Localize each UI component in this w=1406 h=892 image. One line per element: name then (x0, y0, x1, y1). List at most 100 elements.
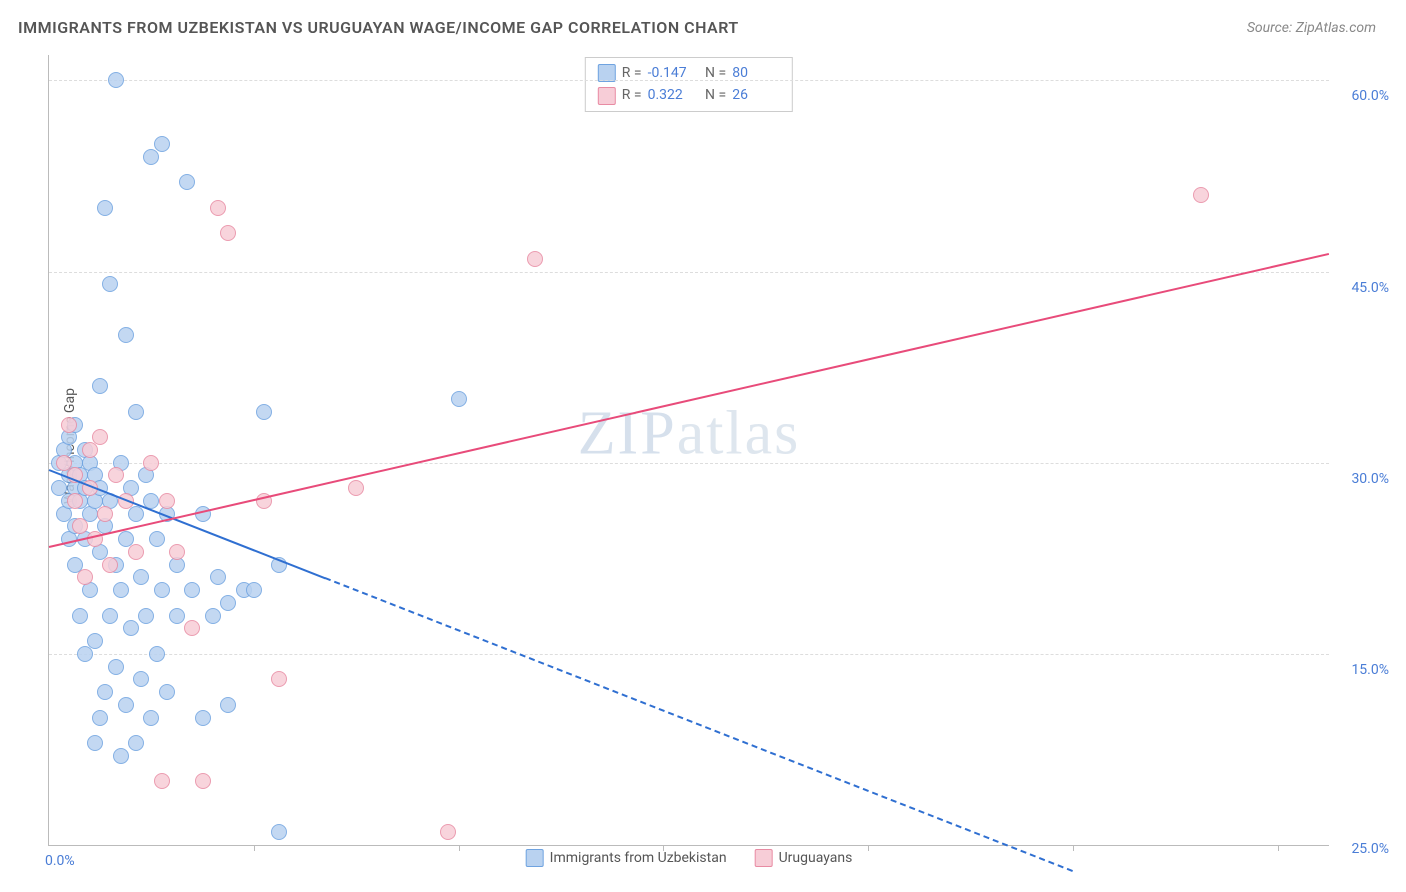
point-uruguayan (184, 620, 200, 636)
point-uzbekistan (210, 569, 226, 585)
point-uruguayan (92, 429, 108, 445)
point-uzbekistan (154, 136, 170, 152)
x-tick (868, 845, 869, 851)
point-uzbekistan (133, 671, 149, 687)
y-tick-label: 15.0% (1351, 662, 1389, 678)
point-uruguayan (348, 480, 364, 496)
correlation-legend: R =-0.147 N =80R =0.322 N =26 (585, 57, 793, 112)
legend-n-label: N = (702, 84, 727, 106)
chart-title: IMMIGRANTS FROM UZBEKISTAN VS URUGUAYAN … (18, 18, 739, 37)
point-uruguayan (72, 518, 88, 534)
point-uzbekistan (271, 824, 287, 840)
series-legend: Immigrants from Uzbekistan Uruguayans (526, 849, 853, 867)
chart-plot-area: ZIPatlas R =-0.147 N =80R =0.322 N =26 I… (48, 55, 1329, 846)
legend-swatch (598, 87, 616, 105)
source-attribution: Source: ZipAtlas.com (1247, 20, 1376, 36)
point-uzbekistan (102, 276, 118, 292)
watermark: ZIPatlas (578, 399, 801, 470)
legend-n-value: 26 (732, 84, 780, 106)
point-uruguayan (82, 442, 98, 458)
point-uzbekistan (159, 684, 175, 700)
legend-swatch (526, 849, 544, 867)
point-uruguayan (108, 467, 124, 483)
point-uzbekistan (108, 659, 124, 675)
point-uzbekistan (143, 149, 159, 165)
series-legend-label: Immigrants from Uzbekistan (550, 850, 727, 866)
point-uzbekistan (72, 608, 88, 624)
x-tick-origin: 0.0% (45, 853, 75, 869)
x-tick (663, 845, 664, 851)
point-uzbekistan (220, 595, 236, 611)
point-uzbekistan (149, 646, 165, 662)
point-uzbekistan (205, 608, 221, 624)
point-uzbekistan (195, 710, 211, 726)
point-uruguayan (271, 671, 287, 687)
point-uzbekistan (77, 646, 93, 662)
legend-r-value: 0.322 (648, 84, 696, 106)
point-uzbekistan (118, 697, 134, 713)
watermark-part1: ZIP (578, 400, 677, 468)
y-tick-label: 30.0% (1351, 471, 1389, 487)
x-tick (1278, 845, 1279, 851)
point-uzbekistan (451, 391, 467, 407)
point-uzbekistan (154, 582, 170, 598)
y-tick-label: 60.0% (1351, 88, 1389, 104)
point-uzbekistan (128, 506, 144, 522)
point-uruguayan (1193, 187, 1209, 203)
gridline-horizontal (49, 654, 1329, 655)
point-uruguayan (195, 773, 211, 789)
point-uzbekistan (149, 531, 165, 547)
x-tick (459, 845, 460, 851)
point-uzbekistan (108, 72, 124, 88)
point-uruguayan (97, 506, 113, 522)
point-uzbekistan (97, 200, 113, 216)
point-uzbekistan (102, 608, 118, 624)
point-uzbekistan (92, 710, 108, 726)
correlation-legend-row: R = 0.322 N =26 (598, 84, 780, 106)
point-uzbekistan (128, 735, 144, 751)
point-uzbekistan (92, 378, 108, 394)
point-uruguayan (527, 251, 543, 267)
trend-line (325, 578, 1073, 873)
point-uruguayan (154, 773, 170, 789)
point-uzbekistan (256, 404, 272, 420)
point-uruguayan (169, 544, 185, 560)
point-uzbekistan (123, 620, 139, 636)
point-uzbekistan (128, 404, 144, 420)
point-uzbekistan (87, 735, 103, 751)
point-uruguayan (143, 455, 159, 471)
point-uruguayan (220, 225, 236, 241)
point-uzbekistan (97, 684, 113, 700)
watermark-part2: atlas (677, 400, 801, 468)
point-uruguayan (102, 557, 118, 573)
gridline-horizontal (49, 272, 1329, 273)
point-uzbekistan (133, 569, 149, 585)
point-uruguayan (128, 544, 144, 560)
point-uzbekistan (87, 633, 103, 649)
legend-swatch (755, 849, 773, 867)
legend-r-label: R = (622, 84, 642, 106)
trend-line (49, 253, 1329, 548)
point-uzbekistan (220, 697, 236, 713)
x-tick (254, 845, 255, 851)
gridline-horizontal (49, 463, 1329, 464)
trend-line (49, 469, 326, 579)
point-uzbekistan (113, 582, 129, 598)
point-uruguayan (61, 417, 77, 433)
x-tick-last: 25.0% (1351, 841, 1389, 857)
x-tick (1073, 845, 1074, 851)
gridline-horizontal (49, 80, 1329, 81)
point-uzbekistan (246, 582, 262, 598)
point-uzbekistan (138, 608, 154, 624)
point-uruguayan (77, 569, 93, 585)
point-uruguayan (159, 493, 175, 509)
point-uzbekistan (113, 748, 129, 764)
point-uzbekistan (184, 582, 200, 598)
point-uzbekistan (179, 174, 195, 190)
series-legend-item: Uruguayans (755, 849, 853, 867)
point-uruguayan (210, 200, 226, 216)
point-uzbekistan (118, 327, 134, 343)
point-uzbekistan (143, 710, 159, 726)
y-tick-label: 45.0% (1351, 280, 1389, 296)
point-uzbekistan (169, 608, 185, 624)
